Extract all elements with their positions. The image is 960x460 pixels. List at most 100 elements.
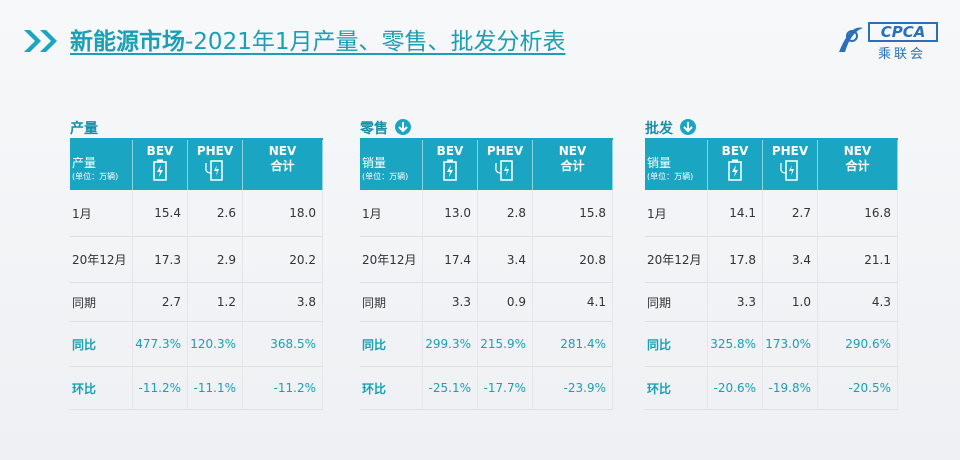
- value-cell: 281.4%: [533, 322, 613, 367]
- value-cell: 2.7: [133, 283, 188, 322]
- down-icon: [680, 119, 696, 135]
- column-label: BEV: [146, 144, 174, 158]
- row-label: 环比: [645, 367, 708, 410]
- value-cell: 20.2: [243, 237, 323, 283]
- column-label: PHEV: [771, 144, 809, 158]
- row-label: 1月: [360, 190, 423, 237]
- column-label: BEV: [721, 144, 749, 158]
- value-cell: 477.3%: [133, 322, 188, 367]
- table-title: 批发: [645, 121, 673, 137]
- icon: [478, 159, 532, 184]
- value-cell: 20.8: [533, 237, 613, 283]
- column-header: BEV: [423, 140, 478, 190]
- value-cell: 2.6: [188, 190, 243, 237]
- corner-cell: 产量 (单位：万辆): [70, 140, 133, 190]
- column-label: NEV: [268, 144, 297, 158]
- column-header: NEV 合计: [818, 140, 898, 190]
- value-cell: -11.2%: [133, 367, 188, 410]
- column-header: PHEV: [763, 140, 818, 190]
- corner-label: 产量: [72, 156, 97, 170]
- icon: [133, 159, 187, 184]
- value-cell: 120.3%: [188, 322, 243, 367]
- corner-cell: 销量 (单位：万辆): [360, 140, 423, 190]
- row-label: 20年12月: [645, 237, 708, 283]
- value-cell: 1.0: [763, 283, 818, 322]
- corner-label: 销量: [362, 156, 387, 170]
- icon: [188, 159, 242, 184]
- unit-label: (单位：万辆): [362, 172, 409, 181]
- value-cell: 3.3: [423, 283, 478, 322]
- value-cell: 368.5%: [243, 322, 323, 367]
- value-cell: 13.0: [423, 190, 478, 237]
- column-label: NEV: [558, 144, 587, 158]
- battery-icon: [443, 159, 457, 181]
- battery-icon: [153, 159, 167, 181]
- value-cell: 2.9: [188, 237, 243, 283]
- value-cell: 16.8: [818, 190, 898, 237]
- value-cell: -20.6%: [708, 367, 763, 410]
- value-cell: 299.3%: [423, 322, 478, 367]
- value-cell: 0.9: [478, 283, 533, 322]
- row-label: 同期: [360, 283, 423, 322]
- logo-mark: [839, 27, 863, 52]
- row-label: 20年12月: [70, 237, 133, 283]
- row-label: 同期: [645, 283, 708, 322]
- row-label: 同比: [360, 322, 423, 367]
- title-rule: [360, 138, 613, 140]
- logo-text: CPCA: [868, 22, 938, 42]
- row-label: 环比: [70, 367, 133, 410]
- plug-icon: [495, 160, 513, 181]
- column-header: PHEV: [188, 140, 243, 190]
- value-cell: 14.1: [708, 190, 763, 237]
- page-title: 新能源市场-2021年1月产量、零售、批发分析表: [70, 22, 565, 56]
- table-title: 零售: [360, 121, 388, 137]
- row-label: 同比: [645, 322, 708, 367]
- row-label: 20年12月: [360, 237, 423, 283]
- column-label: PHEV: [196, 144, 234, 158]
- logo-sub: 乘联会: [878, 47, 927, 62]
- unit-label: (单位：万辆): [72, 172, 119, 181]
- value-cell: 15.8: [533, 190, 613, 237]
- row-label: 1月: [70, 190, 133, 237]
- down-icon: [395, 119, 411, 135]
- row-label: 1月: [645, 190, 708, 237]
- column-label: 合计: [270, 159, 295, 173]
- value-cell: 3.3: [708, 283, 763, 322]
- value-cell: 2.7: [763, 190, 818, 237]
- row-label: 同期: [70, 283, 133, 322]
- value-cell: -19.8%: [763, 367, 818, 410]
- value-cell: 215.9%: [478, 322, 533, 367]
- chevrons: [24, 30, 57, 52]
- column-label: PHEV: [486, 144, 524, 158]
- value-cell: -20.5%: [818, 367, 898, 410]
- value-cell: 3.8: [243, 283, 323, 322]
- value-cell: -17.7%: [478, 367, 533, 410]
- title-rest: -2021年1月产量、零售、批发分析表: [185, 29, 566, 55]
- icon: [423, 159, 477, 184]
- value-cell: -25.1%: [423, 367, 478, 410]
- table-title: 产量: [70, 121, 98, 137]
- value-cell: 15.4: [133, 190, 188, 237]
- corner-cell: 销量 (单位：万辆): [645, 140, 708, 190]
- title-rule: [70, 138, 323, 140]
- value-cell: -23.9%: [533, 367, 613, 410]
- value-cell: 21.1: [818, 237, 898, 283]
- corner-label: 销量: [647, 156, 672, 170]
- value-cell: 2.8: [478, 190, 533, 237]
- value-cell: 17.8: [708, 237, 763, 283]
- value-cell: 1.2: [188, 283, 243, 322]
- plug-icon: [780, 160, 798, 181]
- icon: [763, 159, 817, 184]
- row-label: 环比: [360, 367, 423, 410]
- row-label: 同比: [70, 322, 133, 367]
- column-header: PHEV: [478, 140, 533, 190]
- value-cell: 18.0: [243, 190, 323, 237]
- value-cell: 17.3: [133, 237, 188, 283]
- plug-icon: [205, 160, 223, 181]
- column-label: NEV: [843, 144, 872, 158]
- title-main: 新能源市场: [70, 29, 185, 55]
- value-cell: 173.0%: [763, 322, 818, 367]
- column-header: NEV 合计: [243, 140, 323, 190]
- column-header: NEV 合计: [533, 140, 613, 190]
